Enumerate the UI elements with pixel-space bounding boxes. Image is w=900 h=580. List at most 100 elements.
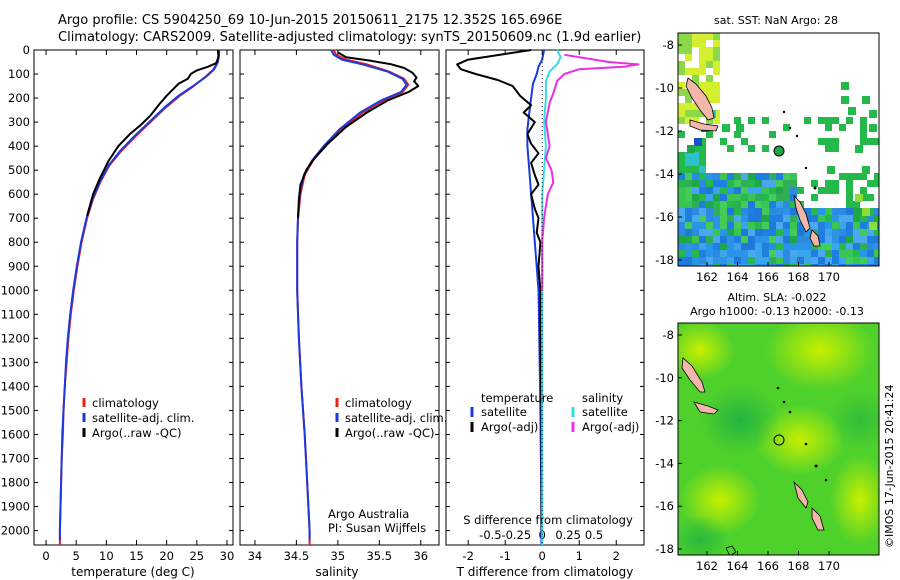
sst-cell: [841, 96, 849, 104]
sst-cell: [783, 222, 790, 229]
sst-cell: [692, 166, 699, 173]
sst-cell: [832, 222, 839, 229]
sst-cell: [762, 257, 769, 264]
sst-cell: [706, 236, 713, 243]
sst-cell: [790, 187, 797, 194]
sst-cell: [762, 229, 769, 236]
sst-cell: [762, 264, 769, 266]
lat-tick-label: -8: [663, 328, 674, 342]
annotation-pi: PI: Susan Wijffels: [328, 521, 426, 535]
sst-cell: [755, 243, 762, 250]
vanuatu-south-shape: [809, 229, 821, 247]
sst-cell: [827, 166, 835, 174]
sst-cell: [741, 236, 748, 243]
sst-cell: [811, 243, 818, 250]
sst-cell: [776, 222, 783, 229]
sst-cell: [699, 166, 706, 173]
sst-cell: [678, 103, 685, 110]
sst-cell: [811, 250, 818, 257]
sst-cell: [818, 264, 825, 266]
sst-cell: [776, 229, 783, 236]
sst-cell: [727, 194, 734, 201]
sst-cell: [867, 257, 874, 264]
sst-cell: [713, 222, 720, 229]
sst-cell: [867, 180, 874, 187]
sst-cell: [748, 187, 755, 194]
sst-cell: [839, 208, 846, 215]
sst-cell: [748, 264, 755, 266]
sst-cell: [860, 117, 867, 124]
sla-lat-ticks: -8 -10 -12 -14 -16 -18: [655, 328, 682, 556]
sst-cell: [734, 187, 741, 194]
y-tick-label: 800: [8, 235, 30, 249]
sst-cell: [755, 208, 762, 215]
sst-cell: [685, 96, 692, 103]
sst-cell: [860, 131, 867, 138]
sst-cell: [692, 208, 699, 215]
sst-cell: [846, 264, 853, 266]
sst-cell: [839, 264, 846, 266]
depth-axis-ticks: 0 100 200 300 400 500 600 700 800 900 1000 1100 1200…: [1, 43, 233, 538]
argo-float-marker: [773, 434, 785, 446]
sst-cell: [734, 208, 741, 215]
salinity-plot-frame: [239, 49, 440, 546]
sst-cell: [685, 215, 692, 222]
x-tick-label: 34.5: [284, 549, 310, 563]
sst-cell: [692, 180, 699, 187]
sst-cell: [699, 40, 706, 47]
sst-cell: [804, 257, 811, 264]
sst-cell: [678, 229, 685, 236]
sst-cell: [769, 180, 776, 187]
sst-cell: [776, 180, 783, 187]
sst-cell: [790, 264, 797, 266]
lat-tick-label: -10: [655, 371, 674, 385]
x-tick-label: 0: [42, 549, 49, 563]
sst-cell: [720, 236, 727, 243]
sst-cell: [818, 250, 825, 257]
sst-cell: [874, 180, 879, 187]
y-tick-label: 1600: [1, 427, 30, 441]
sst-cell: [748, 201, 755, 208]
sst-cell: [860, 236, 867, 243]
sst-cell: [776, 215, 783, 222]
legend-climatology-label: climatology: [92, 396, 159, 410]
sst-cell: [839, 229, 846, 236]
sst-cell: [706, 208, 713, 215]
sst-cell: [762, 236, 769, 243]
sst-cell: [797, 257, 804, 264]
sst-cell: [769, 229, 776, 236]
sst-cell: [678, 40, 685, 47]
lon-tick-label: 164: [727, 559, 749, 573]
sst-cell: [825, 243, 832, 250]
sst-cell: [783, 180, 790, 187]
sst-cell: [825, 208, 832, 215]
sst-cell: [713, 264, 720, 266]
sst-cell: [713, 243, 720, 250]
sst-cell: [846, 229, 853, 236]
sst-cell: [678, 89, 685, 96]
sst-cell: [678, 264, 685, 266]
sst-cell: [699, 236, 706, 243]
sst-cell: [762, 194, 769, 201]
legend-argo-label: Argo(..raw -QC): [92, 426, 182, 440]
lon-tick-label: 164: [727, 270, 749, 284]
salinity-panel: 34 34.5 35 35.5 36 salinity climatology sate…: [239, 49, 447, 579]
sst-cell: [706, 215, 713, 222]
lon-tick-label: 162: [696, 559, 718, 573]
sst-cell: [713, 61, 720, 68]
sst-cell: [741, 173, 748, 180]
salinity-depth-ticks: [240, 49, 439, 532]
sst-cell: [678, 215, 685, 222]
sst-cell: [685, 173, 692, 180]
sst-cell: [825, 187, 832, 194]
sst-cell: [734, 131, 741, 138]
sst-cell: [818, 117, 825, 124]
sst-cell: [727, 264, 734, 266]
sst-cell: [706, 47, 713, 54]
sst-cell: [811, 208, 818, 215]
lon-tick-label: 162: [696, 270, 718, 284]
sst-cell: [685, 110, 692, 117]
sst-cell: [862, 96, 870, 104]
sst-cell: [727, 215, 734, 222]
sst-cell: [748, 243, 755, 250]
